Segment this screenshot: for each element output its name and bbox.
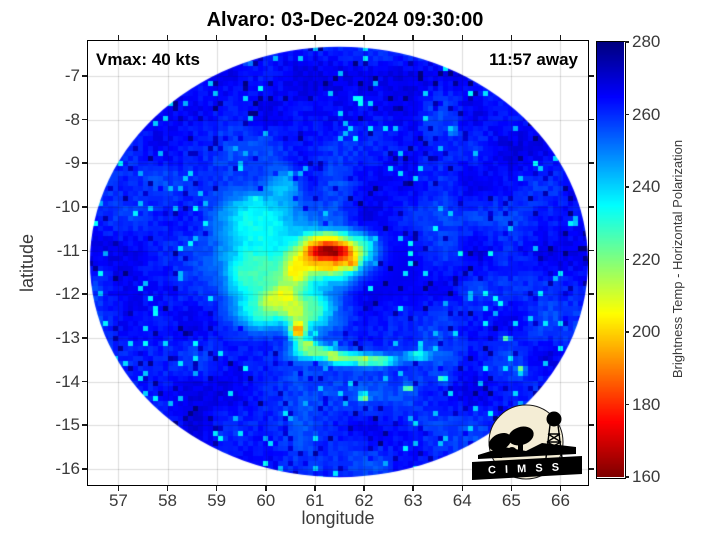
- y-tick-mark: [82, 380, 87, 383]
- x-tick-mark: [412, 486, 414, 491]
- x-tick-mark: [461, 486, 463, 491]
- y-tick-mark: [589, 424, 594, 426]
- plot-area: C I M S S Vmax: 40 kts 11:57 away: [88, 41, 588, 485]
- y-tick-label: -16: [55, 458, 80, 478]
- x-tick-mark: [215, 35, 218, 40]
- colorbar-tick-label: 160: [632, 467, 661, 486]
- y-tick-mark: [589, 249, 594, 252]
- colorbar-tick-mark: [625, 476, 629, 478]
- colorbar-tick-mark: [625, 113, 629, 116]
- x-tick-mark: [314, 35, 316, 40]
- y-tick-label: -10: [55, 196, 80, 216]
- colorbar-tick-label: 220: [632, 249, 661, 269]
- logo-banner: [472, 456, 582, 480]
- y-tick-label: -11: [56, 240, 80, 260]
- colorbar-tick-label: 240: [632, 177, 661, 196]
- y-tick-mark: [82, 337, 87, 339]
- y-tick-mark: [82, 206, 87, 208]
- x-tick-mark: [117, 486, 120, 491]
- x-tick-mark: [559, 35, 562, 40]
- y-tick-label: -15: [55, 415, 80, 435]
- y-axis-label: latitude: [17, 233, 37, 293]
- x-tick-mark: [166, 486, 169, 491]
- satellite-heatmap-canvas: [88, 41, 588, 485]
- y-tick-mark: [589, 162, 594, 164]
- colorbar-tick-mark: [625, 403, 629, 406]
- x-tick-mark: [412, 35, 414, 40]
- x-tick-mark: [510, 35, 513, 40]
- x-tick-label: 63: [403, 491, 423, 510]
- time-away-annotation: 11:57 away: [489, 50, 578, 69]
- x-tick-mark: [117, 35, 120, 40]
- colorbar-tick-label: 180: [632, 394, 661, 414]
- x-tick-mark: [314, 486, 316, 491]
- x-tick-label: 62: [354, 491, 374, 510]
- colorbar-tick-mark: [625, 331, 629, 333]
- water-tower-tank: [546, 411, 562, 427]
- vmax-annotation: Vmax: 40 kts: [96, 50, 200, 69]
- cimss-logo: C I M S S: [472, 404, 582, 480]
- satellite-dishes-icon: [478, 426, 576, 459]
- x-tick-label: 60: [256, 491, 276, 510]
- y-tick-mark: [82, 249, 87, 252]
- colorbar-tick-mark: [625, 186, 629, 188]
- logo-text: C I M S S: [488, 461, 563, 476]
- y-tick-mark: [589, 380, 594, 383]
- y-tick-label: -7: [64, 65, 80, 85]
- x-tick-label: 65: [501, 491, 521, 510]
- x-tick-label: 57: [108, 491, 128, 510]
- colorbar: [597, 42, 624, 477]
- x-tick-mark: [215, 486, 218, 491]
- x-tick-mark: [461, 35, 463, 40]
- y-tick-label: -8: [64, 109, 80, 129]
- y-tick-mark: [82, 118, 87, 121]
- y-tick-label: -9: [64, 153, 80, 173]
- y-tick-label: -12: [55, 284, 80, 304]
- colorbar-tick-mark: [625, 41, 629, 43]
- y-tick-mark: [589, 118, 594, 121]
- y-tick-mark: [82, 162, 87, 164]
- y-tick-mark: [82, 75, 87, 77]
- y-tick-mark: [589, 293, 594, 295]
- colorbar-tick-mark: [625, 258, 629, 261]
- x-tick-label: 66: [551, 491, 570, 510]
- y-tick-mark: [82, 424, 87, 426]
- x-tick-mark: [166, 35, 169, 40]
- x-tick-mark: [265, 486, 267, 491]
- y-tick-mark: [589, 206, 594, 208]
- x-tick-label: 64: [452, 491, 472, 510]
- y-tick-label: -13: [55, 327, 80, 347]
- x-tick-mark: [363, 486, 365, 491]
- y-tick-label: -14: [55, 371, 80, 391]
- x-tick-mark: [265, 35, 267, 40]
- y-tick-mark: [589, 337, 594, 339]
- x-tick-mark: [510, 486, 513, 491]
- y-tick-mark: [82, 293, 87, 295]
- plot-title: Alvaro: 03-Dec-2024 09:30:00: [206, 9, 484, 31]
- colorbar-tick-label: 200: [632, 322, 661, 341]
- y-tick-mark: [589, 75, 594, 77]
- colorbar-tick-label: 280: [632, 32, 661, 51]
- y-tick-mark: [82, 468, 87, 470]
- y-tick-mark: [589, 468, 594, 470]
- x-tick-label: 61: [305, 491, 325, 510]
- colorbar-tick-label: 260: [632, 104, 661, 124]
- x-tick-mark: [363, 35, 365, 40]
- x-tick-label: 59: [207, 491, 227, 510]
- x-tick-mark: [559, 486, 562, 491]
- x-axis-label: longitude: [301, 508, 375, 528]
- x-tick-label: 58: [158, 491, 178, 510]
